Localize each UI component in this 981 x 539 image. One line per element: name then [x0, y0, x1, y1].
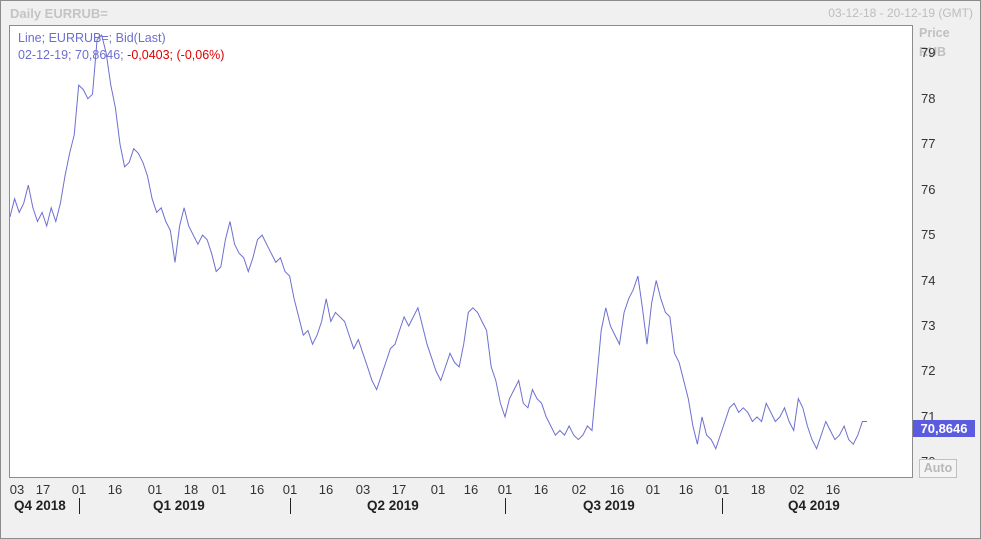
y-axis-title: Price — [919, 26, 950, 40]
last-value-badge: 70,8646 — [913, 420, 975, 437]
chart-title: Daily EURRUB= — [10, 6, 108, 21]
x-tick-label: 16 — [825, 482, 841, 497]
quarter-separator — [505, 498, 506, 514]
y-axis-unit: RUB — [919, 45, 947, 59]
quarter-label: Q3 2019 — [583, 498, 635, 513]
x-tick-label: 16 — [533, 482, 549, 497]
plot-area[interactable] — [9, 25, 913, 478]
x-tick-label: 16 — [463, 482, 479, 497]
legend-value: 70,8646; — [75, 48, 124, 62]
x-tick-label: 16 — [318, 482, 334, 497]
y-tick-label: 77 — [921, 136, 936, 152]
x-tick-label: 03 — [9, 482, 25, 497]
x-tick-label: 16 — [249, 482, 265, 497]
x-tick-label: 01 — [211, 482, 227, 497]
y-tick-label: 74 — [921, 272, 936, 288]
y-tick-label: 79 — [921, 45, 936, 61]
y-tick-label: 73 — [921, 318, 936, 333]
legend-change: -0,0403; — [127, 48, 174, 62]
y-tick-label: 72 — [921, 363, 936, 379]
quarter-label: Q1 2019 — [153, 498, 205, 513]
x-tick-label: 02 — [571, 482, 587, 497]
y-tick-label: 76 — [921, 181, 936, 197]
y-tick-label: 78 — [921, 90, 936, 106]
quarter-label: Q4 2018 — [14, 498, 66, 513]
x-tick-label: 18 — [750, 482, 766, 497]
x-tick-label: 17 — [391, 482, 407, 497]
series-line-eurrub — [9, 34, 867, 450]
legend-date: 02-12-19; — [18, 48, 72, 62]
x-tick-label: 01 — [71, 482, 87, 497]
x-tick-label: 01 — [430, 482, 446, 497]
y-tick-label: 75 — [921, 227, 936, 243]
legend-series: Line; EURRUB=; Bid(Last) — [18, 31, 166, 45]
x-tick-label: 17 — [35, 482, 51, 497]
x-tick-label: 16 — [107, 482, 123, 497]
date-range: 03-12-18 - 20-12-19 (GMT) — [828, 6, 973, 20]
x-tick-label: 16 — [609, 482, 625, 497]
x-tick-label: 01 — [497, 482, 513, 497]
x-tick-label: 18 — [183, 482, 199, 497]
quarter-separator — [722, 498, 723, 514]
x-tick-label: 01 — [714, 482, 730, 497]
legend-change-pct: (-0,06%) — [176, 48, 225, 62]
quarter-separator — [290, 498, 291, 514]
x-tick-label: 03 — [355, 482, 371, 497]
auto-scale-button[interactable]: Auto — [919, 459, 957, 478]
x-tick-label: 02 — [789, 482, 805, 497]
x-tick-label: 01 — [147, 482, 163, 497]
x-tick-label: 01 — [282, 482, 298, 497]
quarter-label: Q2 2019 — [367, 498, 419, 513]
x-tick-label: 01 — [645, 482, 661, 497]
quarter-label: Q4 2019 — [788, 498, 840, 513]
quarter-separator — [79, 498, 80, 514]
x-tick-label: 16 — [678, 482, 694, 497]
legend-last-value: 02-12-19; 70,8646; -0,0403; (-0,06%) — [18, 48, 224, 62]
